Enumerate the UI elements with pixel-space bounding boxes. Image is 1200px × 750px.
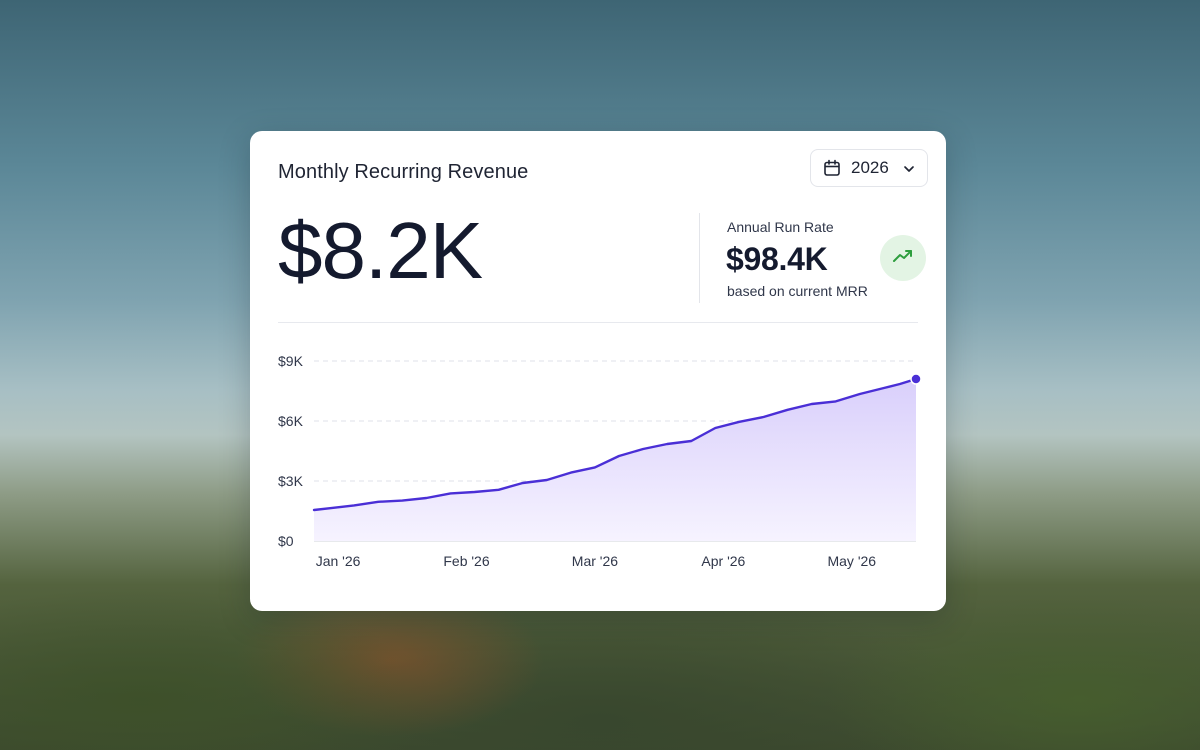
- vertical-divider: [699, 213, 700, 303]
- series-line: [312, 377, 918, 512]
- data-point: [313, 509, 315, 511]
- current-mrr-value: $8.2K: [278, 206, 483, 295]
- calendar-icon: [823, 159, 841, 177]
- horizontal-divider: [278, 322, 918, 323]
- data-point: [618, 455, 620, 457]
- x-tick-label: Apr '26: [701, 553, 745, 569]
- year-selector-value: 2026: [851, 158, 889, 177]
- data-point: [594, 466, 596, 468]
- year-selector[interactable]: 2026: [810, 149, 928, 187]
- trending-up-icon: [891, 244, 915, 273]
- data-point: [642, 448, 644, 450]
- data-point: [690, 440, 692, 442]
- data-point: [473, 491, 475, 493]
- y-axis-ticks: $0 $3K $6K $9K: [278, 353, 304, 549]
- data-point: [738, 421, 740, 423]
- chart-series: [312, 373, 922, 541]
- data-point: [899, 383, 901, 385]
- data-point: [546, 479, 548, 481]
- data-point: [377, 501, 379, 503]
- x-tick-label: May '26: [827, 553, 876, 569]
- data-point: [835, 400, 837, 402]
- annual-run-rate-sublabel: based on current MRR: [727, 283, 868, 299]
- x-tick-label: Mar '26: [572, 553, 618, 569]
- data-point: [353, 504, 355, 506]
- data-point: [714, 427, 716, 429]
- y-tick-label: $6K: [278, 413, 304, 429]
- y-tick-label: $3K: [278, 473, 304, 489]
- y-tick-label: $9K: [278, 353, 304, 369]
- annual-run-rate-label: Annual Run Rate: [727, 219, 834, 235]
- data-point: [521, 482, 523, 484]
- data-point: [497, 489, 499, 491]
- y-tick-label: $0: [278, 533, 294, 549]
- trend-badge: [880, 235, 926, 281]
- data-point: [425, 497, 427, 499]
- data-point: [570, 471, 572, 473]
- x-tick-label: Jan '26: [316, 553, 361, 569]
- mrr-area-chart: $0 $3K $6K $9K Jan '26 Feb '26 Mar '26 Apr '26…: [278, 353, 922, 569]
- annual-run-rate-value: $98.4K: [726, 241, 828, 277]
- data-point: [666, 443, 668, 445]
- data-point: [401, 499, 403, 501]
- chevron-down-icon: [903, 163, 915, 175]
- mrr-card: Monthly Recurring Revenue 2026 $8.2K Ann…: [250, 131, 946, 611]
- data-point: [329, 507, 331, 509]
- data-point: [810, 403, 812, 405]
- data-point: [762, 416, 764, 418]
- latest-value-marker[interactable]: [910, 373, 922, 385]
- data-point: [883, 387, 885, 389]
- card-title: Monthly Recurring Revenue: [278, 161, 529, 183]
- data-point: [449, 492, 451, 494]
- data-point: [786, 409, 788, 411]
- x-axis-ticks: Jan '26 Feb '26 Mar '26 Apr '26 May '26: [316, 553, 877, 569]
- x-tick-label: Feb '26: [443, 553, 489, 569]
- data-point: [859, 393, 861, 395]
- series-area: [314, 379, 916, 541]
